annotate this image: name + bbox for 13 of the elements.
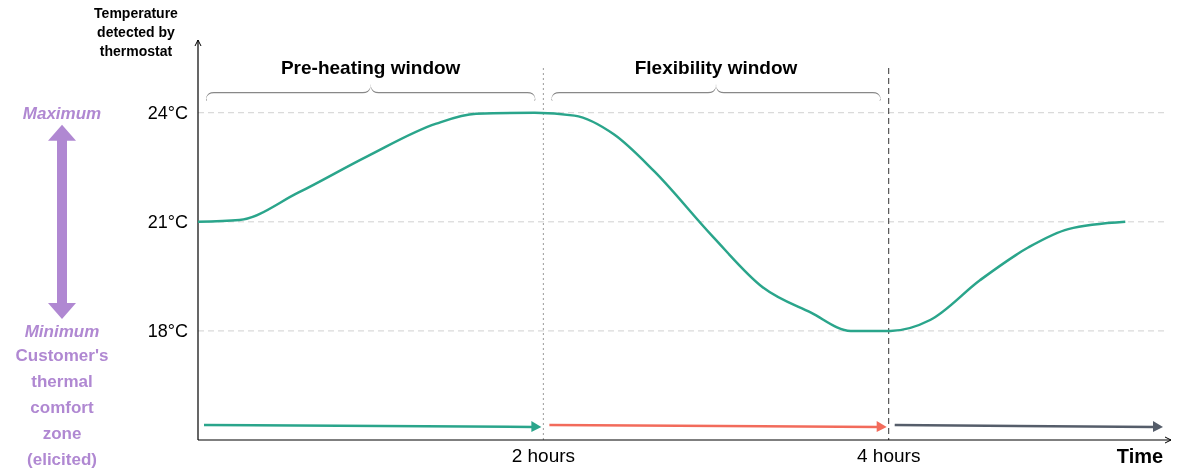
y-axis-title: Temperature detected by thermostat [94, 5, 179, 59]
x-tick-label: 4 hours [857, 445, 921, 466]
y-tick-label: 18°C [147, 321, 188, 342]
line-series [196, 111, 1127, 333]
annotation: Pre-heating window [280, 57, 461, 78]
x-tick-label: 2 hours [511, 445, 576, 466]
x-axis-title: Time [1116, 445, 1164, 467]
y-tick-label: 21°C [147, 212, 188, 233]
text: Minimum [24, 321, 100, 341]
text: Customer's thermal comfort zone (elicited) [15, 345, 109, 469]
y-tick-label: 24°C [147, 103, 188, 124]
annotation: Flexibility window [634, 57, 798, 78]
text: Maximum [22, 103, 102, 123]
